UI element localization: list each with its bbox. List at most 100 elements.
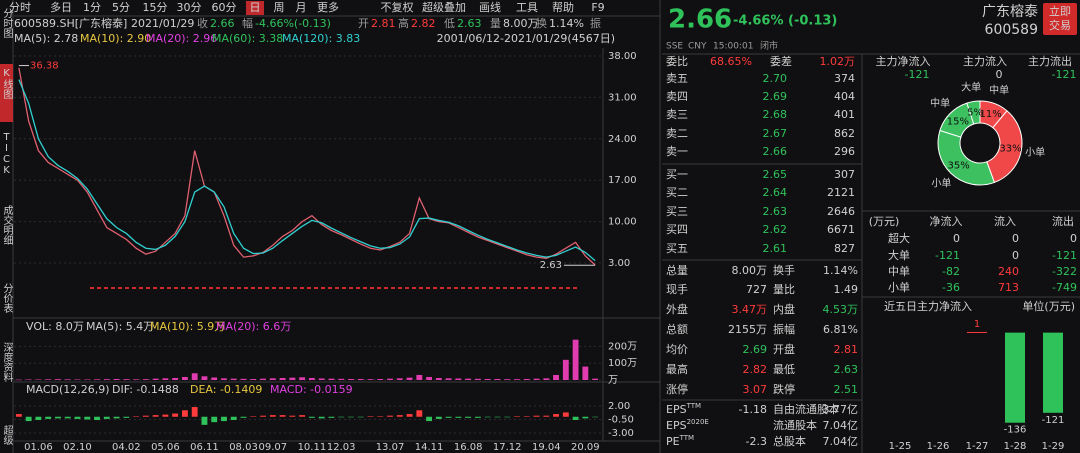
period-tab[interactable]: 60分 (212, 1, 237, 14)
diff-label: 委差 (770, 54, 792, 68)
period-tab[interactable]: 1分 (83, 1, 101, 14)
macd-bar (55, 416, 61, 419)
tool-button[interactable]: 超级叠加 (422, 0, 466, 14)
finance-label: EPSTTM (666, 402, 701, 416)
order-price: 2.68 (763, 108, 788, 121)
stat-value: 2.51 (834, 383, 859, 396)
trade-button[interactable] (1043, 3, 1077, 35)
volume-bar (406, 377, 413, 380)
x-tick-label: 19.04 (532, 442, 561, 453)
finance-value: -1.18 (739, 403, 767, 416)
period-tab[interactable]: 30分 (177, 1, 202, 14)
volume-bar (455, 378, 462, 380)
volume-bar (221, 378, 227, 380)
y-tick-label: 100万 (608, 358, 637, 369)
order-price: 2.63 (763, 205, 788, 218)
field-value: -4.66%(-0.13) (255, 17, 331, 30)
trade-button-label[interactable]: 立即 (1049, 4, 1071, 18)
y-tick-label: 200万 (608, 341, 637, 352)
volume-bar (113, 378, 120, 380)
table-unit: (万元) (869, 215, 900, 228)
x-tick-label: 1-28 (1004, 441, 1027, 452)
macd-bar (553, 414, 559, 417)
sidebar-tab[interactable]: K线图 (1, 68, 13, 100)
x-tick-label: 04.02 (112, 442, 141, 453)
stat-label: 涨停 (666, 382, 688, 396)
macd-bar (533, 415, 540, 417)
macd-bar (494, 416, 501, 418)
x-tick-label: 1-26 (927, 441, 950, 452)
macd-bar (523, 416, 530, 417)
stock-code: 600589 (985, 22, 1038, 38)
y-tick-label: 3.00 (608, 258, 630, 269)
volume-bar (25, 379, 32, 380)
macd-bar (103, 416, 110, 419)
order-level: 买一 (666, 168, 688, 181)
sidebar-tab[interactable]: 深度资料 (1, 342, 13, 383)
volume-bar (474, 378, 481, 380)
finance-label-main: EPS (666, 403, 687, 416)
sidebar-tab[interactable]: TICK (1, 132, 12, 176)
sidebar-tab[interactable]: 超级 (1, 424, 13, 446)
stat-value: 2.81 (834, 343, 859, 356)
x-tick-label: 05.06 (151, 442, 180, 453)
macd-bar (299, 415, 306, 417)
macd-bar (191, 407, 198, 417)
stat-label: 内盘 (773, 302, 795, 316)
y-tick-label: -3.00 (608, 428, 634, 439)
x-tick-label: 1-27 (966, 441, 989, 452)
order-volume: 401 (834, 108, 855, 121)
sidebar-tab[interactable]: 分价表 (1, 283, 13, 314)
order-level: 买四 (666, 223, 688, 236)
period-tab[interactable]: 月 (296, 1, 307, 14)
macd-bar (35, 416, 42, 420)
table-cell: 0 (953, 232, 960, 245)
stat-label: 量比 (773, 283, 795, 296)
tool-button[interactable]: 工具 (516, 1, 538, 14)
macd-bar (172, 413, 179, 417)
stock-code: 600589.SH[广东榕泰] (14, 16, 127, 30)
x-tick-label: 12.03 (327, 442, 356, 453)
macd-bar (514, 416, 520, 417)
field-label: 高 (398, 16, 409, 30)
volume-bar (328, 378, 335, 380)
x-tick-label: 20.09 (571, 442, 600, 453)
bar (1043, 332, 1063, 413)
trade-button-label[interactable]: 交易 (1049, 18, 1071, 32)
tool-button[interactable]: 帮助 (552, 0, 574, 14)
period-tab[interactable]: 周 (274, 1, 285, 14)
market-meta: CNY (688, 42, 707, 52)
macd-bar (211, 416, 218, 423)
pie-label: 大单 (961, 81, 981, 94)
volume-bar (494, 378, 501, 380)
price-line (18, 79, 596, 262)
table-row-label: 大单 (888, 248, 910, 262)
macd-bar (45, 416, 52, 419)
period-tab[interactable]: 5分 (112, 1, 130, 14)
sidebar-tab[interactable]: 成交明细 (1, 205, 13, 245)
period-tab[interactable]: 更多 (317, 0, 339, 14)
order-volume: 2121 (827, 186, 855, 199)
macd-bar (572, 416, 579, 420)
table-cell: 240 (998, 265, 1019, 278)
volume-bar (357, 378, 364, 380)
period-tab[interactable]: 15分 (143, 1, 168, 14)
volume-bar (55, 379, 61, 380)
sidebar-tab[interactable]: 分时图 (1, 8, 13, 39)
macd-bar (592, 416, 599, 418)
pie-label: 小单 (931, 178, 951, 190)
volume-bar (416, 374, 423, 380)
period-tab[interactable]: 多日 (50, 0, 72, 14)
pie-label: 小单 (1025, 147, 1045, 159)
flow-value: -121 (1052, 68, 1077, 81)
period-tab[interactable]: 分时 (9, 1, 31, 14)
period-tab[interactable]: 日 (250, 1, 261, 14)
tool-button[interactable]: 画线 (479, 0, 501, 14)
stat-label: 换手 (773, 263, 795, 277)
finance-label-sup: TTM (686, 402, 701, 410)
y-tick-label: 38.00 (608, 51, 637, 62)
tool-button[interactable]: 不复权 (381, 0, 414, 14)
tool-button[interactable]: F9 (591, 1, 604, 14)
volume-bar (64, 379, 71, 380)
